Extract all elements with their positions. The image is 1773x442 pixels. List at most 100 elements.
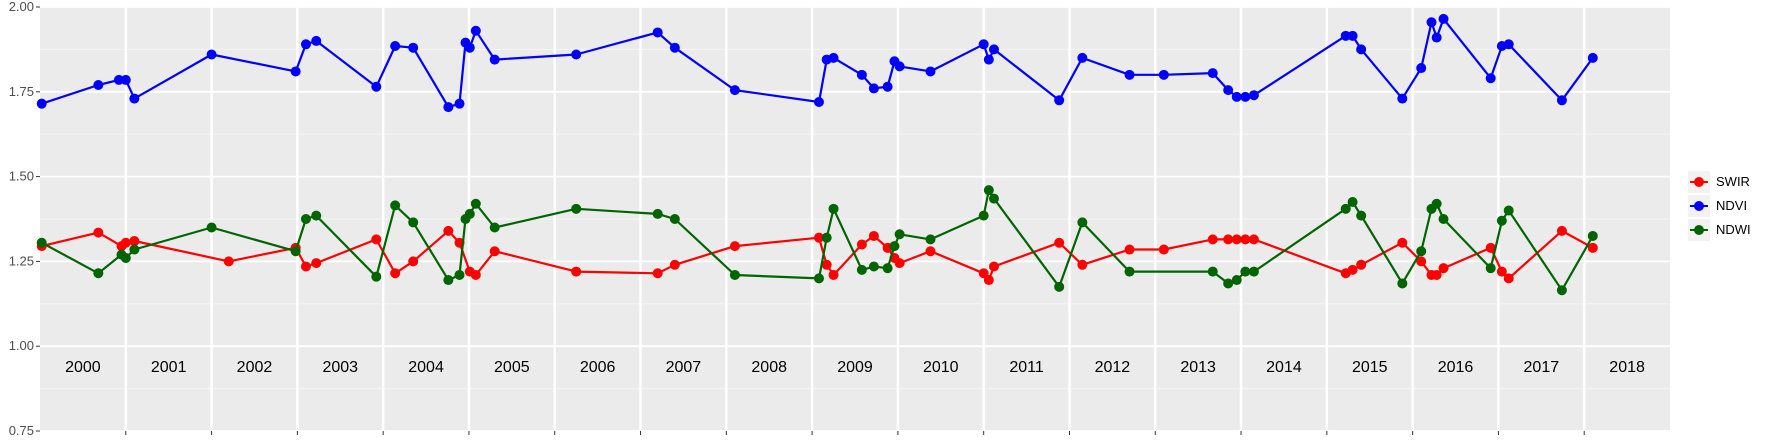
- data-point: [464, 208, 475, 219]
- data-point: [669, 214, 680, 224]
- data-point: [868, 83, 879, 94]
- data-point: [1240, 234, 1251, 245]
- year-label: 2004: [408, 359, 444, 376]
- data-point: [1347, 197, 1358, 208]
- data-point: [882, 263, 893, 274]
- data-point: [1356, 210, 1367, 221]
- data-point: [1240, 91, 1251, 102]
- data-point: [390, 268, 401, 279]
- data-point: [828, 269, 839, 280]
- year-label: 2015: [1352, 359, 1388, 376]
- data-point: [470, 269, 481, 280]
- data-point: [1485, 73, 1496, 84]
- data-point: [300, 261, 311, 272]
- data-point: [1124, 266, 1135, 277]
- data-point: [925, 234, 936, 245]
- data-point: [988, 44, 999, 55]
- data-point: [470, 25, 481, 36]
- data-point: [1158, 69, 1169, 80]
- data-point: [856, 264, 867, 275]
- year-label: 2010: [923, 359, 959, 376]
- data-point: [1240, 266, 1251, 277]
- data-point: [1248, 234, 1259, 245]
- year-labels: 2000 2001 2002 2003 2004 2005 2006 2007 2008 2009…: [65, 359, 1645, 376]
- data-point: [983, 275, 994, 286]
- data-point: [1431, 198, 1442, 209]
- year-label: 2012: [1095, 359, 1131, 376]
- data-point: [669, 259, 680, 270]
- data-point: [983, 185, 994, 196]
- data-point: [1503, 39, 1514, 50]
- data-point: [1438, 13, 1449, 24]
- data-point: [988, 261, 999, 272]
- data-point: [443, 275, 454, 286]
- data-point: [1231, 91, 1242, 102]
- data-point: [571, 203, 582, 214]
- data-point: [669, 42, 680, 53]
- data-point: [1416, 256, 1427, 267]
- data-point: [1431, 269, 1442, 280]
- year-label: 2008: [751, 359, 787, 376]
- data-point: [1223, 85, 1234, 96]
- data-point: [813, 232, 824, 243]
- y-tick-label: 0.75: [9, 423, 34, 438]
- data-point: [1054, 281, 1065, 292]
- legend-item-ndvi: NDVI: [1688, 195, 1747, 217]
- data-point: [1496, 215, 1507, 226]
- legend-key-point: [1694, 225, 1704, 235]
- year-label: 2011: [1009, 359, 1044, 376]
- data-point: [408, 256, 419, 267]
- legend-label: NDVI: [1716, 198, 1747, 213]
- year-label: 2002: [237, 359, 273, 376]
- data-point: [894, 229, 905, 240]
- data-point: [93, 268, 104, 279]
- data-point: [1077, 52, 1088, 63]
- data-point: [894, 61, 905, 72]
- year-label: 2003: [322, 359, 358, 376]
- data-point: [1397, 237, 1408, 248]
- data-point: [129, 93, 140, 104]
- data-point: [988, 193, 999, 204]
- data-point: [454, 269, 465, 280]
- data-point: [571, 266, 582, 277]
- data-point: [408, 42, 419, 53]
- data-point: [470, 198, 481, 209]
- y-axis: 0.75 1.00 1.25 1.50 1.75 2.00: [9, 0, 40, 438]
- series-line-ndvi: [41, 17, 1594, 109]
- data-point: [206, 49, 217, 60]
- data-point: [652, 27, 663, 38]
- legend-key-point: [1694, 201, 1704, 211]
- data-point: [371, 271, 382, 282]
- legend-label: SWIR: [1716, 174, 1750, 189]
- year-label: 2018: [1609, 359, 1645, 376]
- data-point: [311, 35, 322, 46]
- data-point: [571, 49, 582, 60]
- data-point: [1158, 244, 1169, 255]
- data-point: [978, 268, 989, 279]
- series-ndwi: [36, 185, 1598, 296]
- data-point: [925, 66, 936, 77]
- data-point: [813, 96, 824, 107]
- data-point: [1485, 242, 1496, 253]
- data-point: [1587, 230, 1598, 241]
- data-point: [1416, 246, 1427, 257]
- y-tick-label: 1.00: [9, 338, 34, 353]
- data-point: [1503, 205, 1514, 216]
- data-point: [1503, 273, 1514, 284]
- data-point: [1231, 275, 1242, 286]
- year-label: 2013: [1180, 359, 1216, 376]
- data-point: [1496, 266, 1507, 277]
- data-point: [223, 256, 234, 267]
- data-point: [889, 241, 900, 252]
- data-point: [1426, 17, 1437, 28]
- data-point: [1077, 259, 1088, 270]
- data-point: [489, 246, 500, 257]
- data-point: [390, 200, 401, 211]
- y-tick-label: 1.75: [9, 84, 34, 99]
- data-point: [1207, 234, 1218, 245]
- data-point: [821, 232, 832, 243]
- data-point: [652, 268, 663, 279]
- data-point: [1223, 234, 1234, 245]
- data-point: [93, 227, 104, 238]
- data-point: [290, 246, 301, 257]
